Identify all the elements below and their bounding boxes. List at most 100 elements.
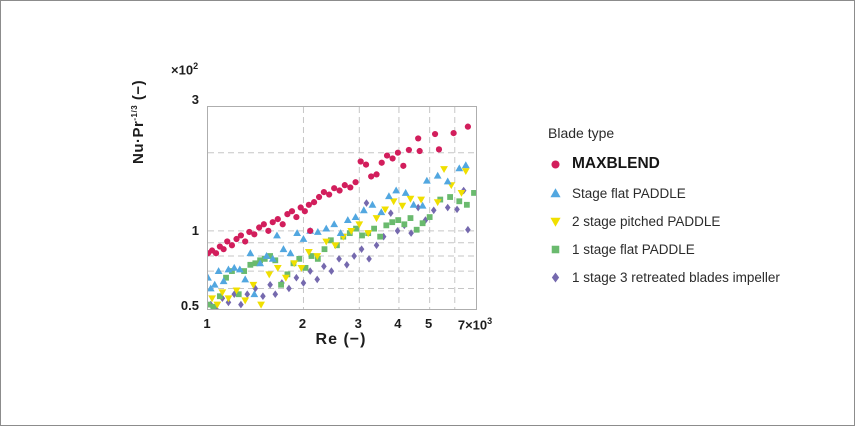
data-point xyxy=(286,249,295,257)
data-point xyxy=(233,235,240,243)
data-point xyxy=(252,260,259,267)
y-tick-label: 1 xyxy=(191,222,199,238)
data-point xyxy=(313,253,322,261)
data-point xyxy=(279,221,286,228)
y-tick-label: 0.5 xyxy=(180,298,199,313)
data-point xyxy=(336,187,343,194)
data-point xyxy=(405,146,412,154)
data-point xyxy=(389,155,396,162)
data-point xyxy=(372,215,381,223)
data-point xyxy=(208,295,216,303)
data-point xyxy=(455,164,464,172)
data-point xyxy=(385,192,393,200)
data-point xyxy=(457,190,466,197)
data-point xyxy=(401,188,410,196)
data-point xyxy=(241,297,250,305)
data-point xyxy=(336,255,342,263)
data-point xyxy=(210,303,217,309)
data-point xyxy=(262,252,271,259)
data-point xyxy=(413,226,420,233)
data-point xyxy=(297,204,304,211)
data-point xyxy=(265,271,274,279)
data-point xyxy=(471,190,476,196)
square-icon xyxy=(551,245,560,254)
data-point xyxy=(237,232,245,239)
data-point xyxy=(320,189,328,196)
data-point xyxy=(336,229,345,237)
data-point xyxy=(351,252,357,260)
data-point xyxy=(389,219,396,226)
data-point xyxy=(310,199,318,206)
data-point xyxy=(307,227,314,234)
data-point xyxy=(377,208,386,216)
data-point xyxy=(228,242,236,249)
data-point xyxy=(288,208,296,215)
data-point xyxy=(297,264,306,272)
data-point xyxy=(250,290,259,298)
data-point xyxy=(269,219,276,226)
data-point xyxy=(235,265,244,273)
data-point xyxy=(257,301,265,309)
data-point xyxy=(430,206,437,215)
data-point xyxy=(394,149,401,156)
data-point xyxy=(383,152,391,159)
data-point xyxy=(389,198,398,206)
data-point xyxy=(415,135,422,142)
data-point xyxy=(284,271,291,278)
data-point xyxy=(377,233,384,240)
data-point xyxy=(216,293,223,300)
y-axis-scale-note: ×102 xyxy=(171,61,199,78)
data-point xyxy=(352,179,359,186)
data-point xyxy=(212,250,220,257)
x-tick-label: 5 xyxy=(425,316,433,331)
scatter-plot xyxy=(208,107,476,309)
data-point xyxy=(327,237,334,244)
data-point xyxy=(435,146,443,153)
data-point xyxy=(417,196,426,204)
data-point xyxy=(355,221,364,229)
data-point xyxy=(213,301,222,309)
x-tick-label: 2 xyxy=(298,316,307,331)
data-point xyxy=(343,216,352,224)
data-point xyxy=(368,173,375,180)
data-point xyxy=(249,281,258,289)
data-point xyxy=(392,186,401,194)
data-point xyxy=(235,291,242,298)
data-point xyxy=(272,290,279,299)
data-point xyxy=(232,287,241,295)
data-point xyxy=(331,242,340,250)
data-point xyxy=(296,255,303,262)
data-point xyxy=(322,224,331,232)
data-point xyxy=(422,216,429,224)
data-point xyxy=(465,225,471,234)
data-point xyxy=(301,208,308,215)
data-point xyxy=(278,281,284,288)
data-point xyxy=(426,214,433,220)
data-point xyxy=(347,184,354,191)
data-point xyxy=(401,221,408,228)
data-point xyxy=(380,232,387,241)
legend: Blade type MAXBLEND Stage flat PADDLE 2 st… xyxy=(548,125,780,298)
legend-item-label: 1 stage flat PADDLE xyxy=(572,242,695,257)
data-point xyxy=(463,201,470,208)
data-point xyxy=(387,209,394,217)
data-point xyxy=(230,263,239,271)
data-point xyxy=(268,254,277,262)
data-point xyxy=(267,280,273,289)
data-point xyxy=(224,265,233,273)
series-2-stage-pitched-paddle xyxy=(208,166,470,309)
data-point xyxy=(447,194,454,200)
triangle-down-icon xyxy=(550,217,561,227)
legend-title: Blade type xyxy=(548,125,615,141)
data-point xyxy=(357,158,364,165)
data-point xyxy=(381,206,390,214)
x-tick-label: 7×103 xyxy=(457,316,493,333)
data-point xyxy=(433,199,442,207)
data-point xyxy=(293,229,302,237)
data-point xyxy=(224,295,233,303)
data-point xyxy=(331,185,338,192)
data-point xyxy=(464,123,471,130)
data-point xyxy=(373,171,380,178)
data-point xyxy=(444,203,451,212)
